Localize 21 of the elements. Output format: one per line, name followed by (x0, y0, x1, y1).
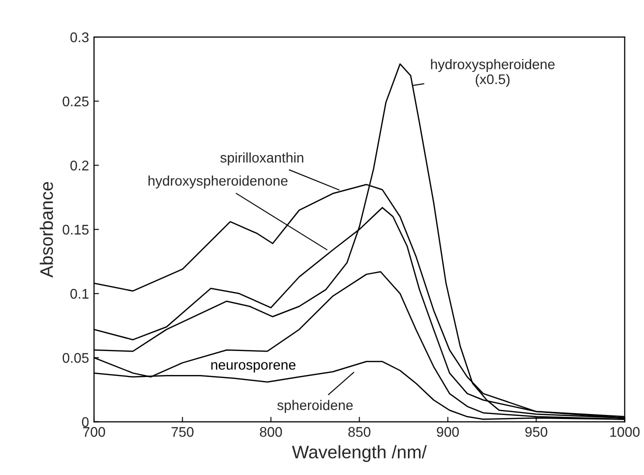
y-tick-label: 0.05 (62, 353, 89, 363)
series-label: hydroxyspheroidene (x0.5) (431, 59, 555, 87)
y-tick-label: 0.2 (70, 160, 88, 170)
y-tick-label: 0.1 (70, 288, 88, 299)
x-tick-label: 900 (436, 427, 459, 437)
y-tick-label: 0 (82, 417, 89, 427)
x-axis-title: Wavelength /nm/ (292, 445, 427, 462)
x-tick-label: 1000 (610, 427, 640, 437)
y-axis-title: Absorbance (40, 182, 54, 278)
series-label: neurosporene (211, 362, 296, 372)
y-tick-label: 0.15 (62, 224, 89, 235)
x-tick-label: 850 (348, 427, 370, 437)
y-tick-label: 0.3 (70, 32, 89, 42)
x-tick-label: 950 (525, 427, 548, 437)
x-tick-label: 700 (83, 427, 106, 437)
text: hydroxyspheroidenone (148, 176, 288, 188)
x-tick-label: 750 (172, 427, 194, 437)
series-label: spheroidene (277, 400, 353, 413)
y-tick-label: 0.25 (62, 96, 89, 106)
text: spirilloxanthin (220, 152, 304, 166)
x-tick-label: 800 (260, 427, 282, 437)
